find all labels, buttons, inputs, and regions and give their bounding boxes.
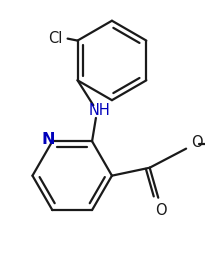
Text: O: O <box>192 135 203 150</box>
Text: NH: NH <box>88 103 110 118</box>
Text: O: O <box>155 203 166 218</box>
Text: Cl: Cl <box>48 31 63 46</box>
Text: N: N <box>42 132 55 147</box>
